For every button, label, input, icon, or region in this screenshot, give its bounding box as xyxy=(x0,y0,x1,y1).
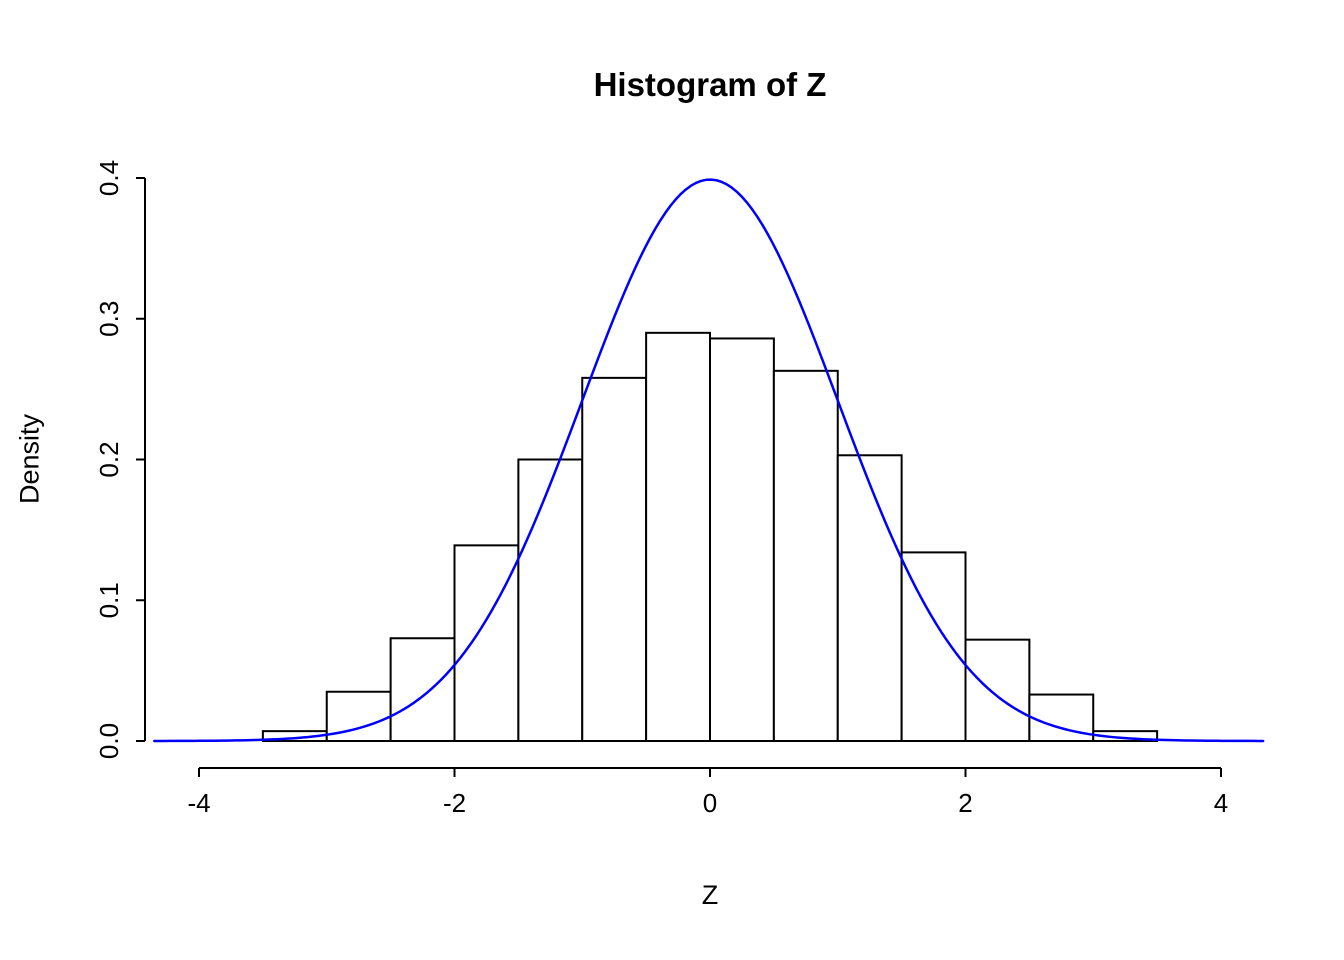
histogram-bar xyxy=(581,376,648,742)
y-tick-label: 0.4 xyxy=(94,160,124,196)
x-tick-label: 4 xyxy=(1214,788,1228,818)
y-tick-label: 0.3 xyxy=(94,301,124,337)
histogram-bar xyxy=(772,369,839,742)
histogram-bar xyxy=(709,337,775,742)
histogram-bar xyxy=(836,454,903,742)
x-tick-label: -2 xyxy=(443,788,466,818)
histogram-bar xyxy=(453,544,520,742)
histogram-bar xyxy=(517,458,584,742)
histogram-bar xyxy=(1092,730,1159,743)
normal-density-curve xyxy=(153,178,1265,743)
histogram-bar xyxy=(645,331,711,742)
y-tick-label: 0.0 xyxy=(94,723,124,759)
y-axis-label: Density xyxy=(14,413,45,505)
y-tick-label: 0.1 xyxy=(94,582,124,618)
histogram-bar xyxy=(389,637,456,742)
x-tick-label: -4 xyxy=(187,788,210,818)
x-axis-label: Z xyxy=(701,880,719,910)
x-tick-label: 0 xyxy=(703,788,717,818)
y-tick-label: 0.2 xyxy=(94,441,124,477)
chart-title: Histogram of Z xyxy=(593,66,827,103)
histogram-bar xyxy=(964,638,1031,742)
x-tick-label: 2 xyxy=(958,788,972,818)
